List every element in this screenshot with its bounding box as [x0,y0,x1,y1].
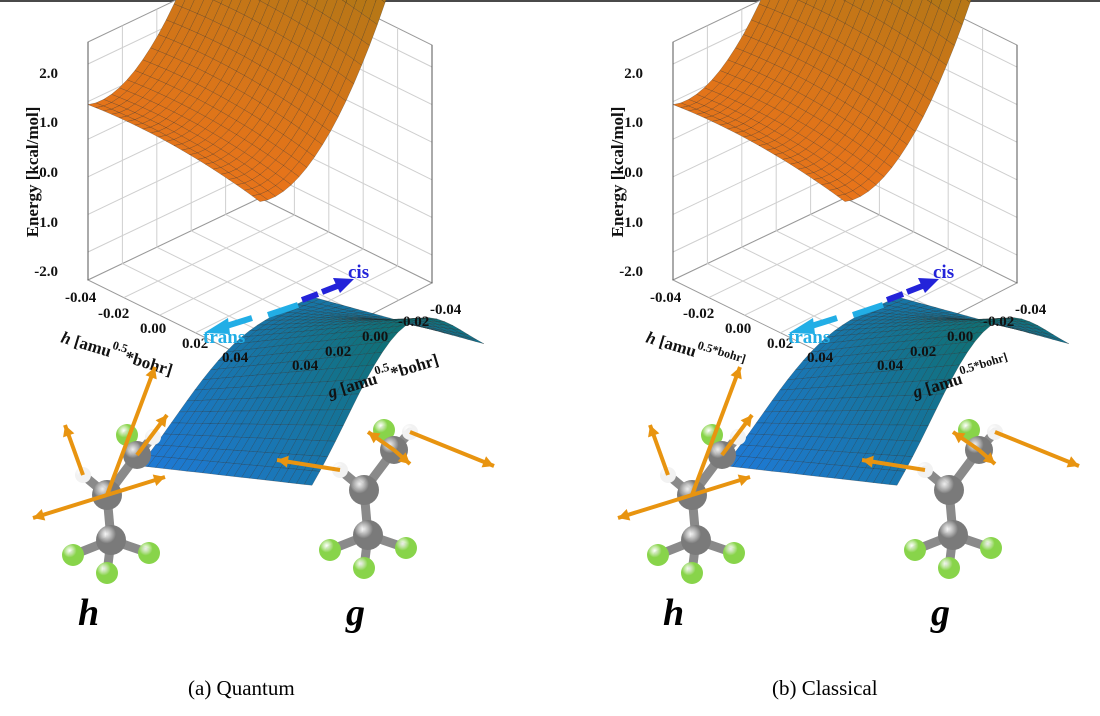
energy-ticks: 2.0 1.0 0.0 -1.0 -2.0 [34,66,58,280]
carbon-atom [96,525,126,555]
carbon-atom [681,525,711,555]
energy-axis-label: Energy [kcal/mol] [23,107,42,238]
energy-tick-label: 1.0 [39,115,58,131]
cis-label: cis [348,262,369,283]
cis-arrow-head [918,278,939,293]
h-tick-label: 0.04 [222,350,249,366]
h-tick-label: -0.02 [683,306,714,322]
energy-tick-label: -1.0 [619,215,643,231]
lower-surface-wrap [724,296,1070,486]
molecule-g-mode [276,419,495,579]
fluorine-atom [319,539,341,561]
lower-surface-wrap [139,296,485,486]
mode-label-h: h [663,592,684,634]
caption-quantum: (a) Quantum [188,676,295,700]
caption-classical: (b) Classical [772,676,878,700]
mode-label-g: g [345,592,365,634]
mode-label-h: h [78,592,99,634]
cis-trans-arrows: trans cis [203,262,369,348]
fluorine-atom [395,537,417,559]
cis-arrow-dash [885,291,905,303]
g-tick-label: -0.02 [983,314,1014,330]
h-tick-label: 0.00 [725,321,751,337]
fluorine-atom [647,544,669,566]
h-axis-ticks: -0.04-0.02 0.00 0.02 0.04 [650,290,834,366]
lower-surface [724,296,1070,486]
g-tick-label: -0.04 [430,302,462,318]
energy-ticks: 2.0 1.0 0.0 -1.0 -2.0 [619,66,643,280]
trans-label: trans [203,327,245,348]
fluorine-atom [938,557,960,579]
trans-arrow-head [204,318,230,334]
energy-tick-label: 2.0 [624,66,643,82]
fluorine-atom [62,544,84,566]
energy-tick-label: 1.0 [624,115,643,131]
displacement-vector [409,430,495,468]
g-axis-ticks: 0.04 0.02 0.00 -0.02-0.04 [292,302,462,374]
panel-classical: 2.0 1.0 0.0 -1.0 -2.0 Energy [kcal/mol] -0.04-… [585,0,1100,716]
h-tick-label: 0.00 [140,321,166,337]
carbon-atom [353,520,383,550]
displacement-vector [994,430,1080,468]
panel-quantum: 2.0 1.0 0.0 -1.0 -2.0 Energy [kcal/mol] -0.04-… [23,0,495,634]
h-tick-label: 0.02 [182,336,208,352]
g-tick-label: 0.04 [292,358,319,374]
displacement-vector [617,493,693,520]
energy-tick-label: 2.0 [39,66,58,82]
h-tick-label: -0.04 [650,290,682,306]
carbon-atom [938,520,968,550]
cis-label: cis [933,262,954,283]
trans-arrow-head [789,318,815,334]
lower-surface [139,296,485,486]
energy-tick-label: -2.0 [34,264,58,280]
cis-arrow-dash [300,291,320,303]
fluorine-atom [96,562,118,584]
fluorine-atom [723,542,745,564]
h-axis-ticks: -0.04-0.02 0.00 0.02 0.04 [65,290,249,366]
cis-arrow-head [333,278,354,293]
g-tick-label: -0.04 [1015,302,1047,318]
trans-arrow-dash [267,302,299,318]
g-tick-label: 0.00 [362,329,388,345]
g-tick-label: 0.02 [910,344,936,360]
displacement-vector [690,366,742,496]
g-tick-label: 0.00 [947,329,973,345]
displacement-vector [105,366,157,496]
displacement-vector [32,493,108,520]
g-tick-label: 0.02 [325,344,351,360]
fluorine-atom [353,557,375,579]
h-tick-label: 0.04 [807,350,834,366]
fluorine-atom [138,542,160,564]
molecule-h-mode [32,366,169,584]
trans-label: trans [788,327,830,348]
trans-arrow-dash [852,302,884,318]
g-tick-label: -0.02 [398,314,429,330]
energy-tick-label: -2.0 [619,264,643,280]
fluorine-atom [980,537,1002,559]
carbon-atom [349,475,379,505]
h-tick-label: -0.02 [98,306,129,322]
upper-surface [87,0,387,202]
fluorine-atom [904,539,926,561]
energy-tick-label: 0.0 [624,165,643,181]
carbon-atom [934,475,964,505]
molecule-g-mode [861,419,1080,579]
molecule-h-mode [617,366,754,584]
energy-tick-label: 0.0 [39,165,58,181]
h-tick-label: -0.04 [65,290,97,306]
g-axis-ticks: 0.04 0.02 0.00 -0.02-0.04 [877,302,1047,374]
fluorine-atom [681,562,703,584]
top-rule [0,0,1100,2]
energy-surfaces [87,0,485,486]
cis-trans-arrows: trans cis [788,262,954,348]
g-tick-label: 0.04 [877,358,904,374]
mode-label-g: g [930,592,950,634]
energy-surfaces [672,0,1070,486]
energy-axis-label: Energy [kcal/mol] [608,107,627,238]
h-tick-label: 0.02 [767,336,793,352]
upper-surface [672,0,972,202]
energy-tick-label: -1.0 [34,215,58,231]
